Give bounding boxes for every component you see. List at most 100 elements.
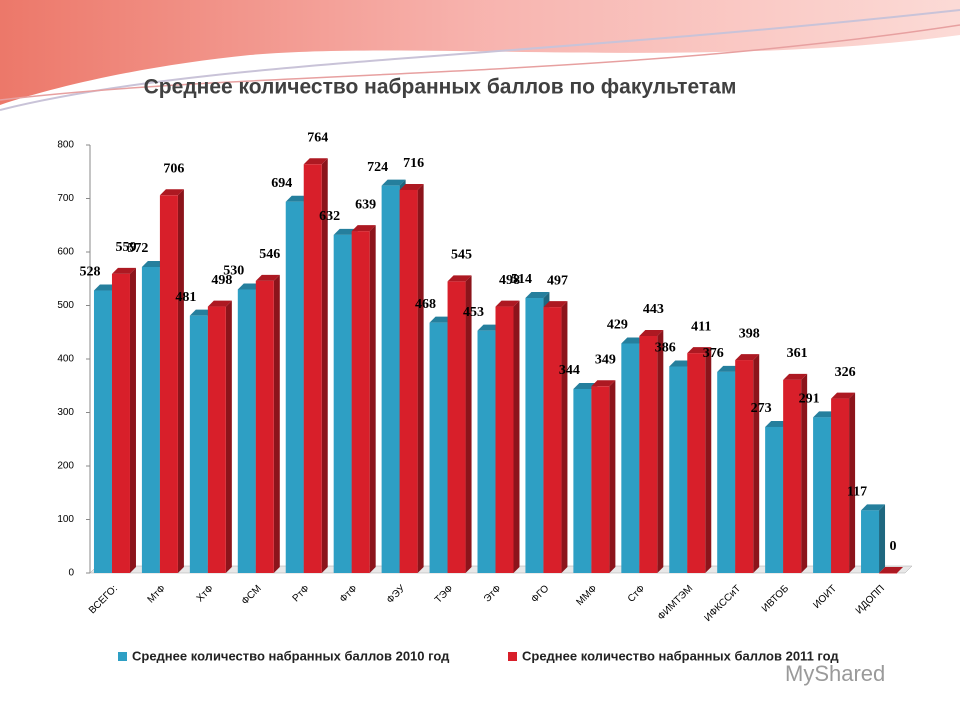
x-tick-label: ИДОПП bbox=[854, 583, 887, 616]
value-label: 498 bbox=[211, 273, 232, 288]
value-label: 498 bbox=[499, 273, 520, 288]
bar bbox=[831, 398, 850, 573]
bar-top bbox=[525, 292, 550, 299]
bar bbox=[861, 510, 880, 573]
value-label: 326 bbox=[835, 365, 856, 380]
x-tick-label: МтФ bbox=[146, 583, 169, 606]
value-label: 694 bbox=[271, 176, 292, 191]
value-label: 481 bbox=[175, 290, 196, 305]
value-label: 716 bbox=[403, 156, 424, 171]
value-label: 361 bbox=[787, 346, 808, 361]
value-label: 376 bbox=[703, 346, 724, 361]
bar bbox=[381, 185, 400, 573]
bar bbox=[399, 189, 418, 573]
y-tick-label: 400 bbox=[57, 354, 74, 365]
value-label: 572 bbox=[127, 241, 148, 256]
bar bbox=[255, 280, 274, 573]
bar-top bbox=[207, 300, 232, 307]
x-tick-label: ХтФ bbox=[195, 583, 216, 604]
bar-side bbox=[849, 392, 856, 573]
bar bbox=[237, 289, 256, 573]
bar bbox=[669, 366, 688, 573]
legend-swatch bbox=[508, 652, 517, 661]
y-tick-label: 500 bbox=[57, 300, 74, 311]
bar-side bbox=[801, 373, 808, 573]
x-tick-label: ЭтФ bbox=[482, 583, 504, 605]
x-tick-label: ФтФ bbox=[338, 583, 360, 605]
bar bbox=[447, 281, 466, 573]
bar-top bbox=[111, 267, 136, 274]
bar-top bbox=[303, 158, 328, 165]
chart-title: Среднее количество набранных баллов по ф… bbox=[144, 76, 737, 99]
bar-top bbox=[399, 183, 424, 190]
bar-top bbox=[495, 300, 520, 307]
bar-side bbox=[225, 300, 232, 573]
value-label: 514 bbox=[511, 272, 532, 287]
bar bbox=[543, 307, 562, 573]
bar bbox=[429, 322, 448, 573]
header-swoosh bbox=[0, 0, 960, 105]
bar bbox=[687, 353, 706, 573]
bar-top bbox=[381, 179, 406, 186]
bar bbox=[111, 273, 130, 573]
bar-side bbox=[657, 329, 664, 573]
bar-top bbox=[447, 275, 472, 282]
bar-top bbox=[543, 301, 568, 308]
bar-top bbox=[735, 354, 760, 361]
value-label: 639 bbox=[355, 197, 376, 212]
bar bbox=[591, 386, 610, 573]
bar bbox=[207, 306, 226, 573]
y-tick-label: 100 bbox=[57, 514, 74, 525]
bar bbox=[189, 315, 208, 573]
x-tick-label: ТЭФ bbox=[433, 583, 456, 606]
value-label: 528 bbox=[79, 265, 100, 280]
bar bbox=[93, 290, 112, 573]
value-label: 411 bbox=[691, 319, 711, 334]
bar-side bbox=[879, 504, 886, 573]
bar-side bbox=[369, 225, 376, 573]
bar bbox=[495, 306, 514, 573]
bar-top bbox=[783, 373, 808, 380]
x-tick-label: ИВТОБ bbox=[760, 583, 792, 615]
bar bbox=[717, 371, 736, 573]
value-label: 117 bbox=[847, 485, 867, 500]
bar bbox=[525, 298, 544, 573]
bar-side bbox=[465, 275, 472, 573]
bar-top bbox=[879, 567, 904, 573]
value-label: 632 bbox=[319, 209, 340, 224]
bar-side bbox=[561, 301, 568, 573]
bar-top bbox=[591, 380, 616, 387]
x-tick-label: СтФ bbox=[626, 583, 648, 605]
bar-side bbox=[273, 274, 280, 573]
value-label: 724 bbox=[367, 160, 388, 175]
bar-side bbox=[417, 183, 424, 573]
value-label: 764 bbox=[307, 130, 328, 145]
value-label: 559 bbox=[115, 240, 136, 255]
value-label: 398 bbox=[739, 326, 760, 341]
value-label: 545 bbox=[451, 248, 472, 263]
bar-side bbox=[177, 189, 184, 574]
bar bbox=[285, 201, 304, 573]
legend-label: Среднее количество набранных баллов 2010… bbox=[132, 648, 450, 663]
bar bbox=[621, 343, 640, 573]
value-label: 530 bbox=[223, 264, 244, 279]
value-label: 386 bbox=[655, 341, 676, 356]
bar-side bbox=[321, 158, 328, 573]
value-label: 468 bbox=[415, 297, 436, 312]
header-curve bbox=[0, 24, 960, 101]
value-label: 344 bbox=[559, 363, 580, 378]
y-tick-label: 700 bbox=[57, 193, 74, 204]
value-label: 0 bbox=[890, 539, 897, 554]
x-tick-label: ВСЕГО: bbox=[87, 583, 120, 616]
bar bbox=[813, 417, 832, 573]
value-label: 497 bbox=[547, 273, 568, 288]
x-tick-label: ФСМ bbox=[240, 583, 264, 607]
bar-side bbox=[705, 347, 712, 573]
bar-top bbox=[639, 329, 664, 336]
bar bbox=[477, 330, 496, 573]
bar bbox=[351, 231, 370, 573]
x-tick-label: ИФКССиТ bbox=[702, 583, 743, 624]
x-tick-label: ММФ bbox=[575, 583, 600, 608]
bar bbox=[639, 335, 658, 573]
